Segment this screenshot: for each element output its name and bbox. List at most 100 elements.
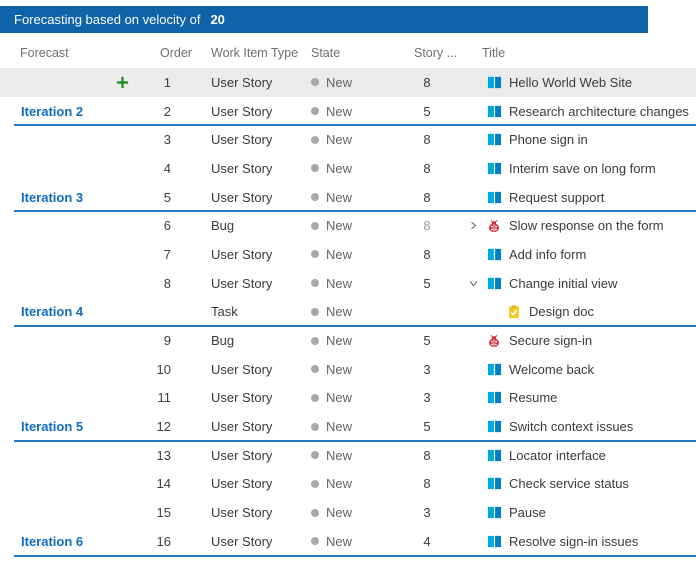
story-points-cell: 3 [423,505,431,521]
work-item-type-cell: User Story [211,275,273,291]
chevron-slot [462,420,484,434]
chevron-slot [462,305,484,319]
work-item-type-cell: User Story [211,447,273,463]
title-cell: Check service status [440,476,696,491]
state-dot-icon [311,365,319,374]
title-cell: Interim save on long form [440,161,696,176]
order-cell: 3 [163,132,171,148]
table-row[interactable]: 3 User Story New 8 Phone sign in [0,125,696,154]
title-cell: Switch context issues [440,419,696,434]
user-story-icon [487,190,502,205]
state-dot-icon [311,193,319,202]
table-row[interactable]: 9 Bug New 5 Secure sign-in [0,326,696,355]
table-row[interactable]: 6 Bug New 8 Slow response on the form [0,211,696,240]
title-cell: Request support [440,190,696,205]
table-row[interactable]: Iteration 5 12 User Story New 5 Switch c… [0,412,696,442]
state-dot-icon [311,393,319,402]
chevron-slot [462,534,484,548]
title-cell: Add info form [440,247,696,262]
chevron-slot [462,247,484,261]
chevron-right-icon[interactable] [462,219,484,233]
column-header-forecast[interactable]: Forecast [20,46,69,60]
work-item-type-cell: Bug [211,218,235,234]
table-row[interactable]: Iteration 2 2 User Story New 5 Research … [0,97,696,127]
state-dot-icon [311,451,319,460]
state-cell: New [311,104,414,119]
title-text: Add info form [509,246,587,262]
user-story-icon [487,448,502,463]
table-row[interactable]: Iteration 4 Task New Design doc [0,298,696,327]
table-row[interactable]: Iteration 3 5 User Story New 8 Request s… [0,183,696,213]
state-cell: New [311,247,414,262]
title-text: Secure sign-in [509,333,593,349]
work-item-type-cell: User Story [211,476,273,492]
work-item-type-cell: User Story [211,361,273,377]
story-points-cell: 8 [423,189,431,205]
state-text: New [326,505,353,521]
chevron-slot [462,161,484,175]
title-text: Change initial view [509,275,618,291]
user-story-icon [487,247,502,262]
state-cell: New [311,476,414,491]
state-cell: New [311,304,414,319]
column-header-work-item-type[interactable]: Work Item Type [211,46,299,60]
state-cell: New [311,505,414,520]
story-points-cell: 5 [423,103,431,119]
column-header-story-points[interactable]: Story ... [414,46,458,60]
table-row[interactable]: 15 User Story New 3 Pause [0,498,696,527]
state-cell: New [311,448,414,463]
forecast-header-label: Forecasting based on velocity of [14,12,201,27]
work-item-type-cell: User Story [211,390,273,406]
story-points-cell: 8 [423,160,431,176]
state-text: New [326,246,353,262]
table-row[interactable]: 8 User Story New 5 Change initial view [0,269,696,298]
table-row[interactable]: 7 User Story New 8 Add info form [0,240,696,269]
title-text: Phone sign in [509,132,588,148]
table-row[interactable]: 14 User Story New 8 Check service status [0,470,696,499]
chevron-down-icon[interactable] [462,276,484,290]
state-text: New [326,160,353,176]
state-cell: New [311,161,414,176]
state-cell: New [311,218,414,233]
title-text: Design doc [529,304,595,320]
order-cell: 14 [156,476,171,492]
table-row[interactable]: 10 User Story New 3 Welcome back [0,355,696,384]
table-row[interactable]: Iteration 6 16 User Story New 4 Resolve … [0,527,696,557]
user-story-icon [487,362,502,377]
user-story-icon [487,390,502,405]
column-header-row: Forecast Order Work Item Type State Stor… [0,40,696,66]
chevron-slot [462,190,484,204]
title-cell: Slow response on the form [440,218,696,233]
column-header-order[interactable]: Order [160,46,192,60]
column-header-state[interactable]: State [311,46,341,60]
title-text: Resolve sign-in issues [509,533,639,549]
chevron-slot [462,104,484,118]
work-item-type-cell: User Story [211,74,273,90]
state-dot-icon [311,508,319,517]
state-dot-icon [311,422,319,431]
title-cell: Design doc [440,304,696,319]
add-icon[interactable] [115,75,130,90]
table-row[interactable]: 13 User Story New 8 Locator interface [0,441,696,470]
order-cell: 11 [157,390,172,406]
order-cell: 4 [163,160,171,176]
title-text: Request support [509,189,605,205]
state-cell: New [311,190,414,205]
user-story-icon [487,132,502,147]
title-text: Slow response on the form [509,218,664,234]
backlog-table: 1 User Story New 8 Hello World Web Site … [0,68,696,557]
order-cell: 13 [156,447,171,463]
table-row[interactable]: 11 User Story New 3 Resume [0,384,696,413]
velocity-value[interactable]: 20 [210,12,225,27]
title-text: Welcome back [509,361,595,377]
title-cell: Locator interface [440,448,696,463]
table-row[interactable]: 4 User Story New 8 Interim save on long … [0,154,696,183]
story-points-cell: 8 [423,447,431,463]
story-points-cell: 8 [423,218,431,234]
table-row[interactable]: 1 User Story New 8 Hello World Web Site [0,68,696,97]
state-text: New [326,74,353,90]
bug-icon [487,333,502,348]
column-header-title[interactable]: Title [482,46,506,60]
state-dot-icon [311,279,319,288]
